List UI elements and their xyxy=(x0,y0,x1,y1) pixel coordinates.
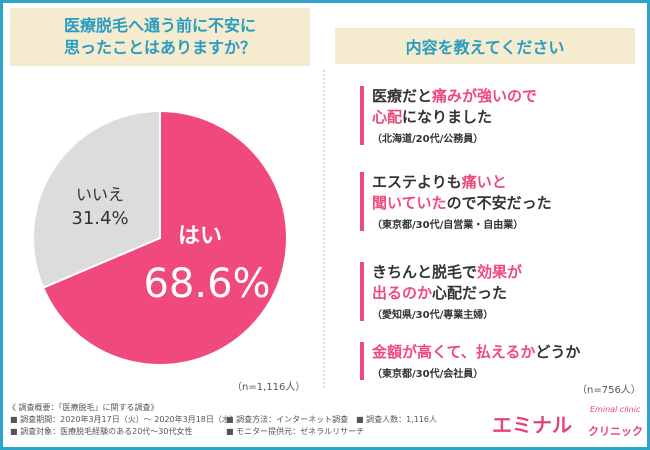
quote-item: 医療だと痛みが強いので 心配になりました （北海道/20代/公務員） xyxy=(360,86,537,145)
logo-sub-text: クリニック xyxy=(588,425,643,438)
footer-heading: 《 調査概要：「医療脱毛」に関する調査》 xyxy=(8,403,159,412)
quote-highlight: 金額が高くて、払えるか xyxy=(372,343,536,361)
quote-highlight: 効果が xyxy=(477,263,523,281)
right-sample-size: （n=756人） xyxy=(577,385,641,396)
pie-label-no: いいえ xyxy=(76,185,124,204)
quote-attribution: （北海道/20代/公務員） xyxy=(372,134,484,145)
footer-source: ■ モニター提供元：ゼネラルリサーチ xyxy=(226,427,365,436)
right-question-header: 内容を教えてください xyxy=(335,28,635,64)
quote-attribution: （東京都/30代/会社員） xyxy=(372,369,484,380)
pie-value-no: 31.4% xyxy=(71,208,128,229)
quote-text: どうか xyxy=(535,343,581,361)
quote-text: 医療だと xyxy=(372,87,433,105)
quote-highlight: 出るのか xyxy=(372,284,433,302)
quote-text: ので不安だった xyxy=(446,194,552,212)
pie-chart: いいえ 31.4% はい 68.6% xyxy=(32,109,288,366)
left-question-header: 医療脱毛へ通う前に不安に 思ったことはありますか？ xyxy=(10,8,310,66)
quote-highlight: 聞いていた xyxy=(372,194,447,212)
question-line-1: 医療脱毛へ通う前に不安に xyxy=(63,16,256,35)
quote-text: エステよりも xyxy=(372,173,462,191)
footer-target: ■ 調査対象：医療脱毛経験のある20代～30代女性 xyxy=(10,427,193,436)
quote-item: きちんと脱毛で効果が 出るのか心配だった （愛知県/30代/専業主婦） xyxy=(360,262,522,321)
pie-slice-no xyxy=(32,109,161,290)
quote-text: になりました xyxy=(402,108,493,126)
quote-item: 金額が高くて、払えるかどうか （東京都/30代/会社員） xyxy=(360,342,580,380)
footer-method: ■ 調査方法：インターネット調査 xyxy=(226,415,349,424)
left-sample-size: （n=1,116人） xyxy=(232,382,306,393)
quote-attribution: （愛知県/30代/専業主婦） xyxy=(372,310,494,321)
clinic-logo: Eminal clinic エミナル クリニック xyxy=(492,403,643,439)
question-line-2: 思ったことはありますか？ xyxy=(63,38,256,57)
logo-small-text: Eminal clinic xyxy=(590,405,641,414)
quote-line: きちんと脱毛で効果が xyxy=(372,262,522,283)
quote-text: きちんと脱毛で xyxy=(372,263,478,281)
quote-line: 出るのか心配だった xyxy=(372,283,522,304)
quote-line: エステよりも痛いと xyxy=(372,172,552,193)
logo-main-text: エミナル xyxy=(492,413,572,437)
quote-highlight: 痛いと xyxy=(461,173,507,191)
footer-period: ■ 調査期間：2020年3月17日（火）～ 2020年3月18日（水） xyxy=(10,415,238,424)
pie-label-yes: はい xyxy=(178,224,222,249)
quote-line: 医療だと痛みが強いので xyxy=(372,86,537,107)
quote-line: 心配になりました xyxy=(372,107,537,128)
right-header-title: 内容を教えてください xyxy=(405,38,565,57)
quote-text: 心配だった xyxy=(432,284,508,302)
footer-count: ■ 調査人数：1,116人 xyxy=(356,415,438,424)
quote-attribution: （東京都/30代/自営業・自由業） xyxy=(372,220,524,231)
quote-item: エステよりも痛いと 聞いていたので不安だった （東京都/30代/自営業・自由業） xyxy=(360,172,552,231)
panel-divider xyxy=(323,70,325,388)
quote-highlight: 心配 xyxy=(372,108,403,126)
quote-highlight: 痛みが強いので xyxy=(432,87,538,105)
quote-line: 聞いていたので不安だった xyxy=(372,193,552,214)
quote-line: 金額が高くて、払えるかどうか xyxy=(372,342,580,363)
pie-value-yes: 68.6% xyxy=(143,261,270,307)
pie-slice-yes xyxy=(41,109,288,366)
